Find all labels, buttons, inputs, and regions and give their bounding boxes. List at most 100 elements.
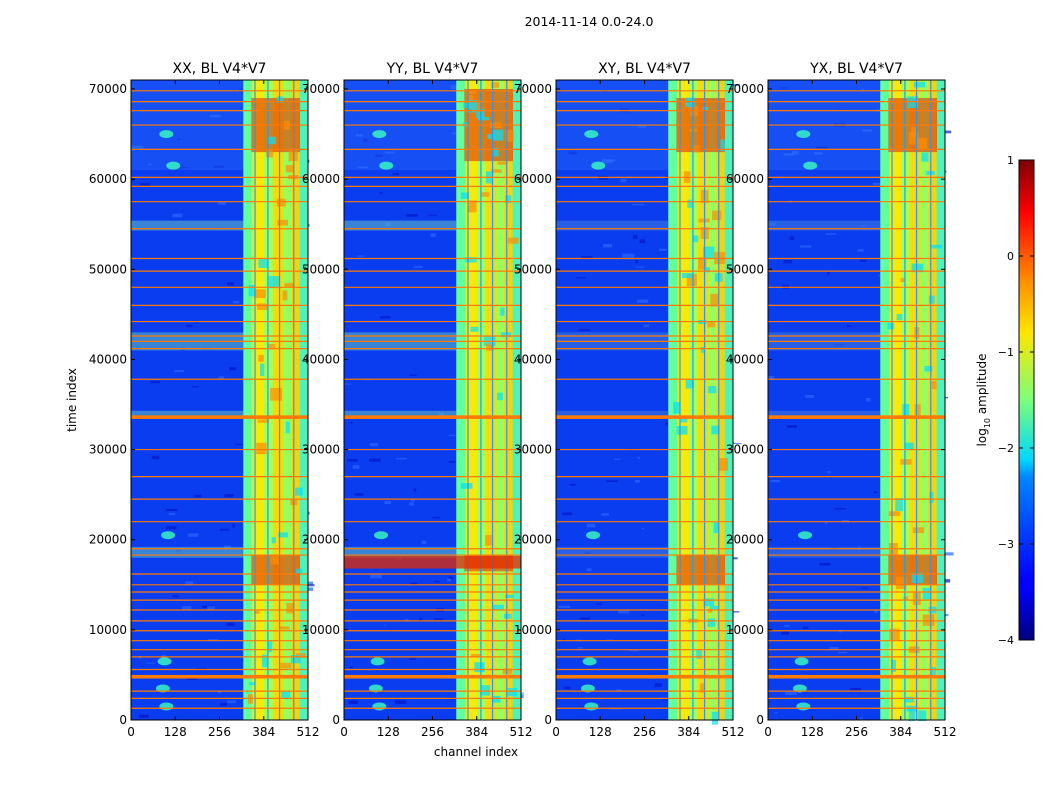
band-stripe [465,80,478,720]
noise-cell [606,480,618,482]
noise-cell [829,646,839,650]
band-stripe [889,80,902,720]
noise-cell [139,183,151,186]
broadband-stripe [344,410,457,419]
noise-cell [944,552,954,556]
noise-cell [576,277,586,279]
noise-cell [233,301,240,304]
band-patch [905,442,914,451]
panel-xy: XY, BL V4*V7 0 128 256 384 512 0 10000 20000 3000… [514,61,745,739]
band-patch [256,442,267,455]
noise-cell [859,259,867,262]
band-patch [908,708,915,722]
band-patch [700,347,706,353]
rfi-spot [580,684,595,693]
noise-cell [348,700,358,704]
noise-cell [558,605,571,608]
noise-cell [218,376,225,380]
broadband-hot [344,555,521,569]
hot-region [676,555,725,585]
band-stripe [910,80,921,720]
colorbar-tick-label: −2 [998,442,1014,455]
colorbar-tick-label: 1 [1007,154,1014,167]
noise-cell [786,425,797,428]
noise-cell [432,516,440,519]
noise-cell [827,271,830,275]
noise-cell [192,386,199,388]
band-patch [685,97,695,108]
band-patch [703,267,710,273]
band-patch [931,380,937,390]
band-patch [270,554,280,565]
band-patch [493,147,499,157]
x-tick-label: 128 [164,725,187,739]
band-patch [295,653,306,658]
noise-cell [352,465,360,469]
noise-cell [782,284,789,289]
band-patch [285,165,295,173]
noise-cell [409,502,414,506]
noise-cell [785,692,797,695]
band-patch [486,343,494,351]
noise-cell [825,233,837,235]
band-patch [922,614,935,626]
noise-cell [730,84,740,87]
band-patch [712,210,722,221]
colorbar-tick-label: −1 [998,346,1014,359]
x-tick-label: 384 [677,725,700,739]
noise-cell [151,455,160,460]
noise-cell [370,574,382,579]
rfi-spot [803,161,818,170]
band-patch [281,691,291,699]
band-patch [461,192,469,199]
band-patch [711,711,718,725]
band-patch [487,134,495,139]
noise-cell [235,443,245,446]
noise-cell [770,480,781,483]
band-patch [290,655,301,664]
noise-cell [448,461,456,463]
rfi-spot [796,702,811,711]
noise-cell [616,689,622,692]
noise-cell [232,523,236,528]
noise-cell [186,324,193,328]
flagged-row-thick [344,674,521,679]
y-tick-label: 30000 [514,443,552,457]
y-tick-label: 20000 [302,533,340,547]
rfi-spot [155,684,170,693]
noise-cell [344,383,352,385]
y-tick-label: 50000 [726,262,764,276]
y-tick-label: 70000 [89,82,127,96]
rfi-spot [372,130,387,139]
noise-cell [448,576,454,579]
noise-cell [452,132,460,135]
y-tick-label: 10000 [514,623,552,637]
noise-cell [861,89,865,92]
noise-cell [172,213,183,218]
band-patch [703,598,714,607]
y-tick-label: 10000 [89,623,127,637]
rfi-spot [159,130,174,139]
band-patch [931,244,943,249]
noise-cell [413,488,417,492]
noise-cell [784,624,790,627]
band-patch [480,685,491,696]
band-stripe [677,80,690,720]
band-patch [268,344,275,350]
band-patch [267,136,277,145]
band-stripe [708,80,717,720]
band-patch [703,246,715,259]
band-patch [280,662,292,669]
band-patch [504,613,512,619]
noise-cell [641,614,645,616]
band-stripe [252,80,265,720]
band-patch [911,572,924,584]
band-patch [713,522,719,534]
noise-cell [633,235,638,239]
noise-cell [774,712,778,714]
flagged-row-thick [556,415,733,419]
band-patch [295,487,303,496]
band-patch [266,149,274,158]
band-patch [900,278,906,283]
band-patch [888,511,901,517]
